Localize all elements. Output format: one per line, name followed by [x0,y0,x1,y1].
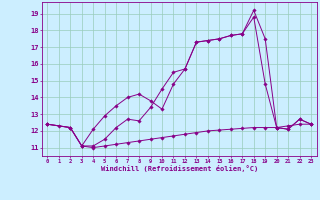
X-axis label: Windchill (Refroidissement éolien,°C): Windchill (Refroidissement éolien,°C) [100,165,258,172]
